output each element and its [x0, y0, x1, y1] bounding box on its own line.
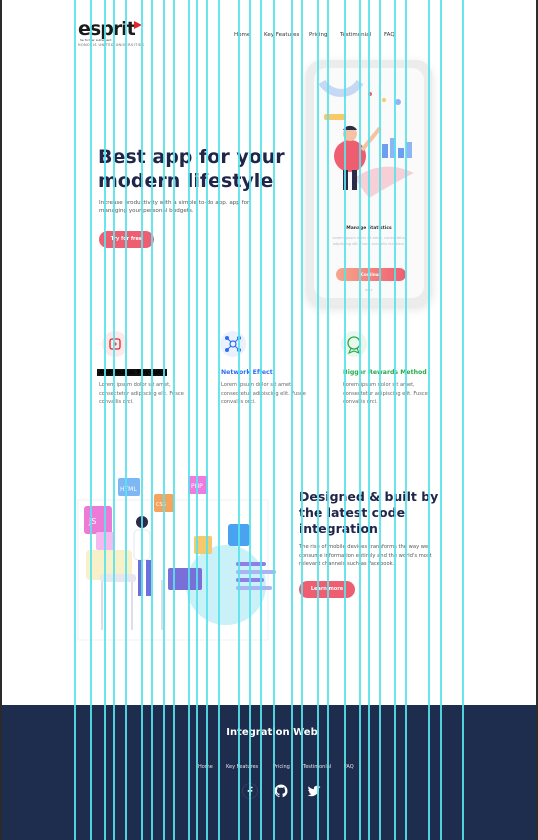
badge-js: JS [88, 517, 96, 526]
try-free-button[interactable]: Try for free [99, 231, 154, 248]
badge-php: PHP [191, 483, 203, 490]
github-icon[interactable] [273, 783, 289, 799]
badge-css: CSS [156, 502, 166, 508]
nav-faq[interactable]: FAQ [384, 32, 395, 38]
hero-title: Best app for your modern lifestyle [98, 146, 285, 192]
integration-text: The rise of mobile devices transforms th… [299, 544, 432, 568]
learn-more-button[interactable]: Learn more [299, 581, 355, 598]
brand-sub: HONORIS UNITED UNIVERSITIES [78, 43, 145, 47]
site-footer: Integration Web Home Key Features Pricin… [2, 705, 536, 840]
phone-back-link[interactable]: Back [365, 288, 373, 292]
footer-nav-home[interactable]: Home [198, 764, 213, 770]
nav-pricing[interactable]: Pricing [309, 32, 328, 38]
payout-icon [102, 331, 128, 357]
phone-continue-button[interactable]: Continue [336, 268, 406, 281]
footer-title: Integration Web [226, 727, 318, 738]
phone-card-title: Manage Statistics [346, 226, 392, 231]
facebook-icon[interactable] [242, 783, 258, 799]
footer-nav-pricing[interactable]: Pricing [273, 764, 290, 770]
feature-text-payouts: Lorem ipsum dolor sit amet, consectetur … [99, 382, 184, 406]
main-nav: Home Key Features Pricing Testimonial FA… [2, 32, 536, 42]
feature-title-network: Network Effect [221, 369, 273, 376]
feature-title-rewards: Bigger Rewards Method [343, 369, 427, 376]
code-integration-illustration: HTML PHP CSS JS [77, 476, 276, 641]
phone-screen: Manage Statistics Lorem ipsum dolor sit … [314, 68, 424, 298]
hero-subtitle: Increase productivity with a simple to-d… [99, 200, 250, 214]
footer-nav-faq[interactable]: FAQ [344, 764, 354, 770]
feature-title-payouts: Automatic Payouts [97, 369, 167, 376]
twitter-icon[interactable] [306, 783, 322, 799]
phone-card-text: Lorem ipsum dolor sit amet, consectetur … [332, 236, 406, 246]
feature-text-network: Lorem ipsum dolor sit amet, consectetur … [221, 382, 306, 406]
statistics-illustration [318, 79, 414, 198]
feature-text-rewards: Lorem ipsum dolor sit amet, consectetur … [343, 382, 428, 406]
badge-html: HTML [120, 486, 137, 493]
nav-home[interactable]: Home [234, 32, 251, 38]
phone-mockup: Manage Statistics Lorem ipsum dolor sit … [306, 60, 432, 306]
brand-logo[interactable]: esprit Se former autrement HONORIS UNITE… [78, 18, 144, 48]
integration-title: Designed & built by the latest code inte… [299, 489, 439, 536]
brand-tagline: Se former autrement [80, 38, 112, 42]
nav-key-features[interactable]: Key Features [264, 32, 300, 38]
network-icon [220, 331, 246, 357]
footer-nav-key-features[interactable]: Key Features [226, 764, 259, 770]
rewards-icon [341, 331, 367, 357]
brand-name: esprit [78, 18, 136, 40]
brand-flag-icon [134, 21, 142, 29]
footer-nav-testimonial[interactable]: Testimonial [303, 764, 332, 770]
nav-testimonial[interactable]: Testimonial [340, 32, 371, 38]
